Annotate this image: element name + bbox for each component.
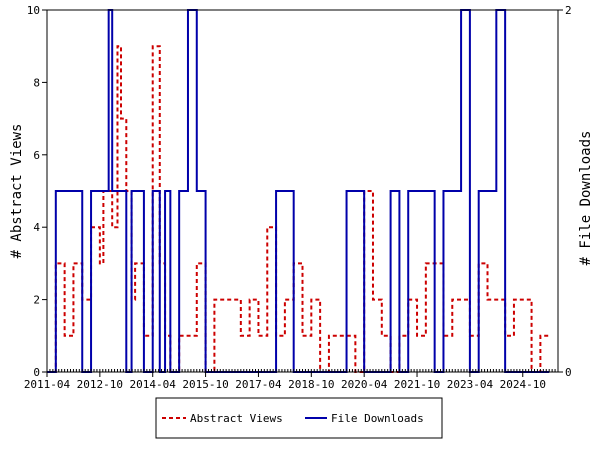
x-tick-label: 2023-04: [447, 378, 494, 391]
x-tick-label: 2021-10: [394, 378, 440, 391]
legend-box: [155, 397, 443, 439]
x-tick-label: 2014-04: [130, 378, 177, 391]
left-tick-label: 8: [33, 76, 40, 89]
axes: 0 2 4 6 8 10 0 2 2011-04 2012-10 2014-04 2015-10 201…: [24, 4, 572, 391]
x-tick-label: 2017-04: [235, 378, 282, 391]
x-tick-label: 2020-04: [341, 378, 388, 391]
left-tick-label: 6: [33, 149, 40, 162]
legend-label-file-downloads: File Downloads: [331, 412, 424, 425]
legend: Abstract Views File Downloads: [155, 397, 443, 439]
plot-area: [47, 9, 550, 373]
x-tick-label: 2012-10: [77, 378, 123, 391]
x-tick-label: 2011-04: [24, 378, 71, 391]
file-downloads-line: [47, 9, 550, 373]
left-tick-label: 10: [27, 4, 40, 17]
x-tick-label: 2015-10: [182, 378, 228, 391]
abstract-views-line: [47, 45, 550, 373]
x-tick-label: 2018-10: [288, 378, 334, 391]
left-axis-title: # Abstract Views: [9, 124, 25, 259]
x-tick-label: 2024-10: [500, 378, 546, 391]
left-tick-label: 4: [33, 221, 40, 234]
left-tick-label: 2: [33, 294, 40, 307]
right-tick-label: 2: [565, 4, 572, 17]
right-axis-title: # File Downloads: [578, 131, 594, 266]
legend-label-abstract-views: Abstract Views: [190, 412, 283, 425]
left-tick-label: 0: [33, 366, 40, 379]
right-tick-label: 0: [565, 366, 572, 379]
